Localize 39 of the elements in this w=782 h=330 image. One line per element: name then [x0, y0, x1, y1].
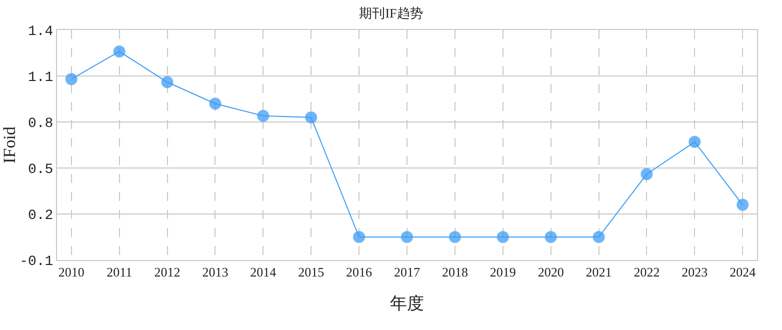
x-tick-label: 2021	[586, 264, 612, 280]
x-axis-title: 年度	[390, 294, 424, 313]
x-tick-label: 2017	[394, 264, 420, 280]
x-tick-label: 2013	[202, 264, 228, 280]
point	[688, 136, 701, 148]
point	[65, 73, 78, 86]
point	[305, 111, 318, 124]
y-tick-label: 0.5	[28, 162, 54, 178]
point	[544, 231, 557, 243]
x-tick-label: 2020	[538, 264, 564, 280]
x-tick-label: 2024	[730, 264, 756, 280]
y-tick-label: -0.1	[20, 254, 54, 270]
y-tick-label: 0.2	[28, 208, 54, 224]
point	[161, 76, 174, 88]
y-axis-title: IFoid	[0, 126, 19, 164]
y-tick-label: 0.8	[28, 116, 54, 132]
point	[640, 168, 653, 180]
point	[448, 231, 461, 243]
x-tick-label: 2019	[490, 264, 516, 280]
point	[257, 110, 270, 122]
point	[209, 98, 222, 110]
x-tick-label: 2011	[106, 264, 132, 280]
x-tick-label: 2012	[154, 264, 180, 280]
x-tick-label: 2014	[250, 264, 277, 280]
chart-title: 期刊IF趋势	[359, 5, 423, 20]
point	[592, 231, 605, 243]
point	[496, 231, 509, 243]
y-tick-label: 1.1	[28, 70, 54, 86]
point	[736, 198, 749, 211]
point	[401, 231, 413, 243]
point	[113, 45, 126, 58]
y-tick-label: 1.4	[28, 24, 54, 40]
x-tick-label: 2023	[682, 264, 708, 280]
x-tick-label: 2010	[58, 264, 84, 280]
x-tick-label: 2022	[634, 264, 660, 280]
x-tick-label: 2015	[298, 264, 324, 280]
x-tick-label: 2018	[442, 264, 468, 280]
point	[353, 231, 366, 243]
x-tick-label: 2016	[346, 264, 373, 280]
